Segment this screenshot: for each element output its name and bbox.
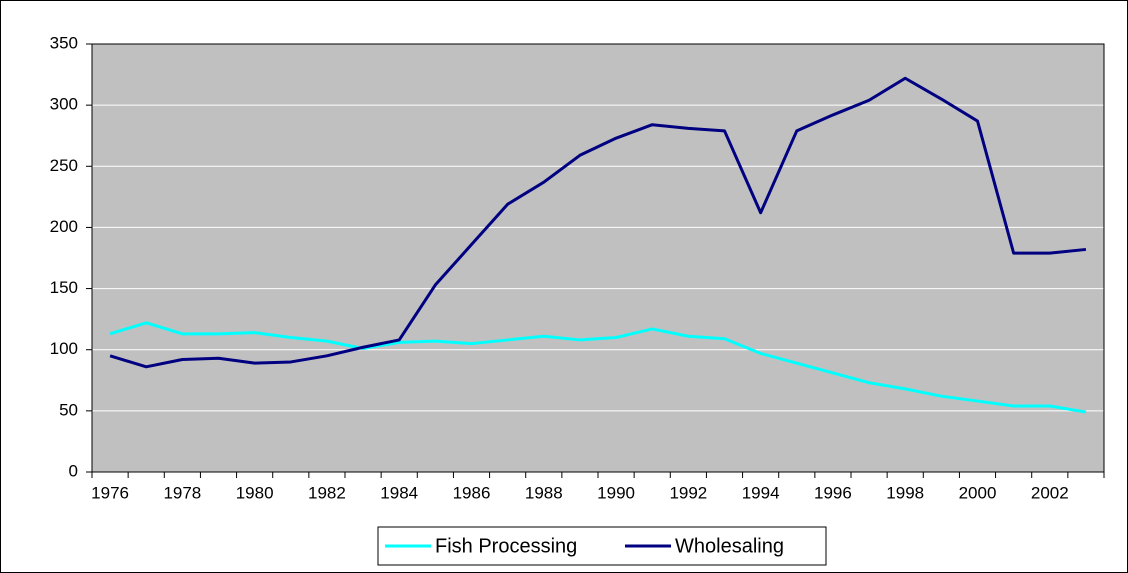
legend-label: Fish Processing — [435, 535, 577, 557]
x-tick-label: 1984 — [380, 483, 418, 502]
x-tick-label: 1988 — [525, 483, 563, 502]
x-tick-label: 1998 — [886, 483, 924, 502]
y-tick-label: 50 — [59, 400, 78, 419]
legend-label: Wholesaling — [675, 535, 784, 557]
data-line — [109, 76, 1087, 369]
legend-box — [377, 526, 827, 566]
x-tick-label: 2002 — [1031, 483, 1069, 502]
y-tick-label: 350 — [50, 33, 78, 52]
plot-area — [92, 44, 1104, 472]
x-tick-label: 1982 — [308, 483, 346, 502]
x-tick-label: 1994 — [742, 483, 780, 502]
y-tick-label: 300 — [50, 95, 78, 114]
y-tick-label: 0 — [69, 461, 78, 480]
x-tick-label: 1992 — [669, 483, 707, 502]
x-tick-label: 1978 — [163, 483, 201, 502]
x-tick-label: 2000 — [959, 483, 997, 502]
y-tick-label: 250 — [50, 156, 78, 175]
data-line — [109, 321, 1087, 414]
x-tick-label: 1996 — [814, 483, 852, 502]
x-tick-label: 1986 — [453, 483, 491, 502]
x-tick-label: 1976 — [91, 483, 129, 502]
x-tick-label: 1980 — [236, 483, 274, 502]
y-tick-label: 150 — [50, 278, 78, 297]
x-tick-label: 1990 — [597, 483, 635, 502]
y-tick-label: 200 — [50, 217, 78, 236]
y-tick-label: 100 — [50, 339, 78, 358]
